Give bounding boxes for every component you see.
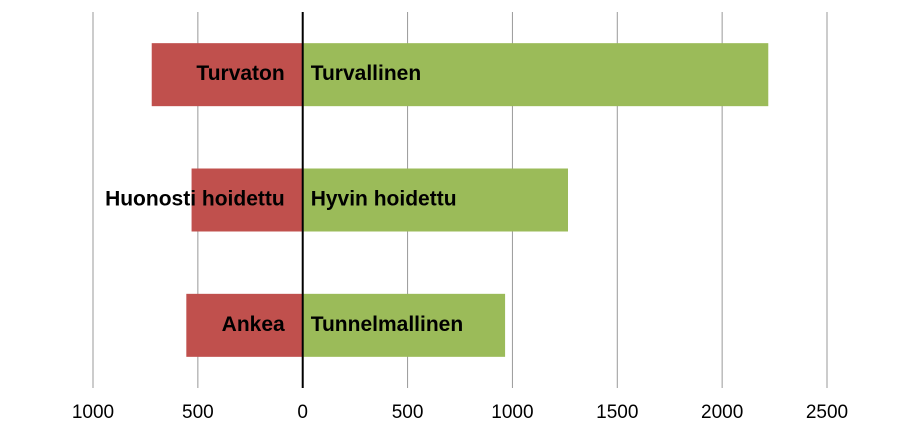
x-tick-label: 500 bbox=[182, 402, 214, 423]
bar-label: Huonosti hoidettu bbox=[105, 188, 285, 211]
x-tick-label: 1000 bbox=[491, 402, 533, 423]
bar bbox=[302, 293, 506, 357]
x-tick-label: 1500 bbox=[596, 402, 638, 423]
x-tick-label: 0 bbox=[297, 402, 308, 423]
bar-label: Turvaton bbox=[196, 62, 284, 85]
bar-label: Tunnelmallinen bbox=[311, 313, 463, 336]
bar bbox=[151, 43, 303, 107]
x-tick-label: 500 bbox=[392, 402, 424, 423]
bar-label: Hyvin hoidettu bbox=[311, 188, 457, 211]
x-tick-label: 2500 bbox=[806, 402, 848, 423]
bar-label: Turvallinen bbox=[311, 62, 421, 85]
bar bbox=[186, 293, 303, 357]
x-tick-label: 1000 bbox=[72, 402, 114, 423]
bar-label: Ankea bbox=[222, 313, 285, 336]
x-tick-label: 2000 bbox=[701, 402, 743, 423]
bar bbox=[302, 168, 569, 232]
bar bbox=[191, 168, 303, 232]
bar bbox=[302, 43, 769, 107]
